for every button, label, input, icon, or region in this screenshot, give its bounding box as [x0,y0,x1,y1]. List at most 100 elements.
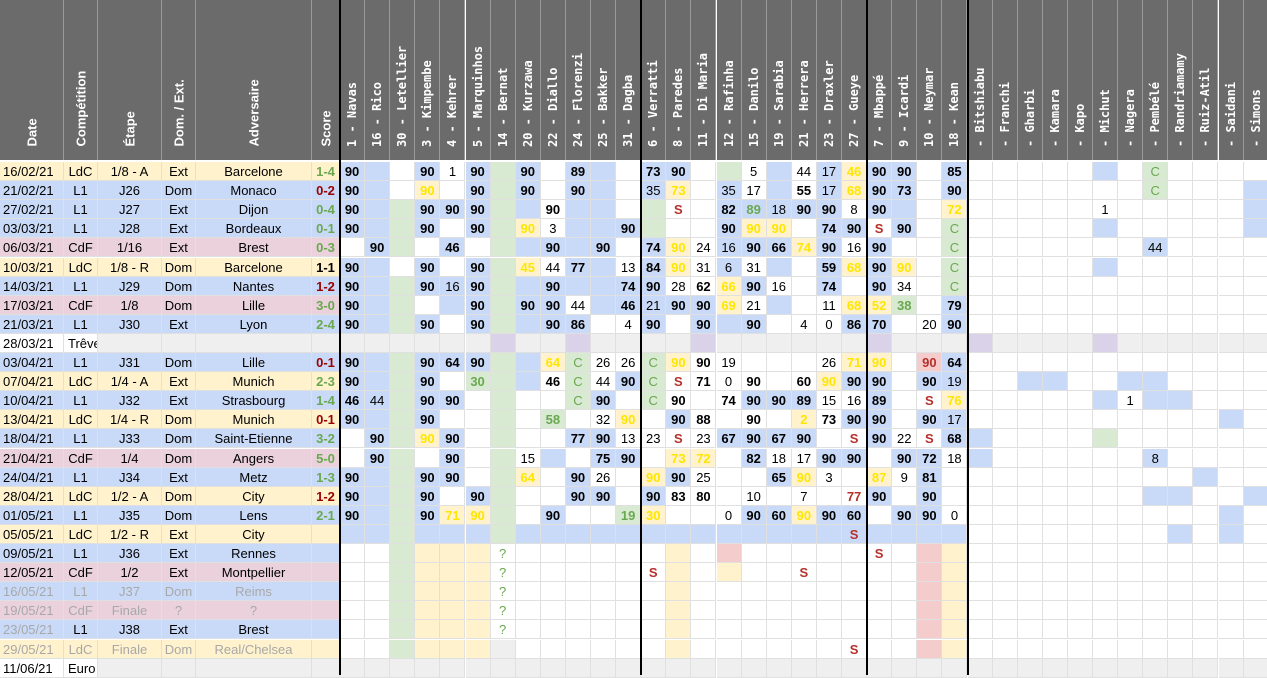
minutes-cell-youth[interactable] [1168,524,1194,544]
player-header[interactable]: 8 - Paredes [666,0,692,160]
minutes-cell[interactable] [791,333,817,353]
minutes-cell[interactable]: 90 [867,486,893,506]
minutes-cell-youth[interactable] [1243,410,1267,430]
minutes-cell-youth[interactable] [1017,219,1043,239]
minutes-cell-youth[interactable] [1118,162,1144,182]
row-score[interactable] [312,333,340,353]
minutes-cell-youth[interactable] [992,219,1018,239]
minutes-cell[interactable] [591,333,617,353]
minutes-cell-youth[interactable] [1067,620,1093,640]
minutes-cell[interactable]: 15 [816,391,842,411]
minutes-cell-youth[interactable] [1168,353,1194,373]
minutes-cell[interactable] [390,410,416,430]
minutes-cell[interactable] [390,505,416,525]
minutes-cell[interactable]: 84 [641,257,667,277]
minutes-cell[interactable]: 17 [741,181,767,201]
minutes-cell[interactable] [867,524,893,544]
minutes-cell[interactable]: 90 [666,295,692,315]
minutes-cell[interactable]: 77 [565,257,591,277]
row-stage[interactable]: 1/8 - R [98,257,162,277]
minutes-cell-youth[interactable] [992,429,1018,449]
minutes-cell[interactable] [917,639,943,659]
minutes-cell[interactable]: 7 [791,486,817,506]
minutes-cell[interactable]: ? [490,601,516,621]
player-header[interactable]: - Gharbi [1017,0,1043,160]
minutes-cell-youth[interactable] [1218,391,1244,411]
minutes-cell[interactable]: 90 [666,257,692,277]
minutes-cell[interactable]: 90 [791,429,817,449]
minutes-cell[interactable] [691,601,717,621]
row-opp[interactable]: Munich [196,372,312,392]
minutes-cell-youth[interactable] [1218,181,1244,201]
minutes-cell-youth[interactable] [1017,276,1043,296]
row-comp[interactable]: Trêve [64,333,98,353]
minutes-cell-youth[interactable] [1067,353,1093,373]
minutes-cell[interactable] [490,524,516,544]
minutes-cell[interactable]: C [641,353,667,373]
row-comp[interactable]: LdC [64,410,98,430]
row-comp[interactable]: L1 [64,620,98,640]
minutes-cell[interactable] [616,639,642,659]
minutes-cell[interactable] [440,601,466,621]
minutes-cell-youth[interactable] [1042,200,1068,220]
minutes-cell[interactable] [565,639,591,659]
minutes-cell-youth[interactable] [1093,276,1119,296]
row-opp[interactable]: Lyon [196,314,312,334]
minutes-cell[interactable]: 90 [917,505,943,525]
minutes-cell[interactable]: 72 [942,200,968,220]
minutes-cell[interactable] [791,219,817,239]
minutes-cell[interactable]: 64 [942,353,968,373]
player-header[interactable]: - Kapo [1067,0,1093,160]
minutes-cell[interactable] [716,162,742,182]
minutes-cell[interactable] [390,639,416,659]
minutes-cell[interactable]: 32 [591,410,617,430]
row-comp[interactable]: L1 [64,467,98,487]
minutes-cell[interactable]: 30 [641,505,667,525]
minutes-cell[interactable] [515,410,541,430]
minutes-cell[interactable] [616,200,642,220]
minutes-cell[interactable] [540,601,566,621]
minutes-cell[interactable]: 8 [842,200,868,220]
row-score[interactable] [312,544,340,564]
minutes-cell[interactable] [716,410,742,430]
minutes-cell[interactable]: 90 [440,391,466,411]
minutes-cell[interactable]: C [565,391,591,411]
minutes-cell-youth[interactable] [1143,219,1169,239]
minutes-cell[interactable] [766,314,792,334]
minutes-cell[interactable]: 55 [791,181,817,201]
minutes-cell[interactable] [816,582,842,602]
minutes-cell-youth[interactable] [1042,219,1068,239]
minutes-cell-youth[interactable] [1143,582,1169,602]
minutes-cell[interactable]: 67 [766,429,792,449]
minutes-cell[interactable]: 90 [515,219,541,239]
minutes-cell[interactable]: 90 [540,314,566,334]
minutes-cell[interactable] [766,162,792,182]
minutes-cell-youth[interactable] [1042,563,1068,583]
minutes-cell[interactable] [741,563,767,583]
minutes-cell-youth[interactable] [1143,314,1169,334]
minutes-cell[interactable] [515,563,541,583]
minutes-cell[interactable] [917,276,943,296]
row-venue[interactable]: Dom [162,429,196,449]
minutes-cell[interactable] [390,544,416,564]
minutes-cell[interactable] [791,295,817,315]
minutes-cell[interactable]: 26 [591,353,617,373]
minutes-cell[interactable] [616,544,642,564]
minutes-cell[interactable] [942,601,968,621]
minutes-cell[interactable]: 90 [591,391,617,411]
minutes-cell-youth[interactable] [967,524,993,544]
minutes-cell-youth[interactable] [1067,219,1093,239]
minutes-cell[interactable] [340,333,366,353]
minutes-cell-youth[interactable] [992,372,1018,392]
minutes-cell[interactable]: 90 [741,429,767,449]
minutes-cell-youth[interactable] [1143,333,1169,353]
row-stage[interactable] [98,333,162,353]
minutes-cell[interactable] [515,486,541,506]
minutes-cell[interactable] [716,639,742,659]
minutes-cell[interactable] [465,410,491,430]
row-comp[interactable]: L1 [64,181,98,201]
minutes-cell-youth[interactable] [1118,410,1144,430]
minutes-cell[interactable] [616,486,642,506]
minutes-cell-youth[interactable] [1193,314,1219,334]
minutes-cell-youth[interactable] [1243,372,1267,392]
